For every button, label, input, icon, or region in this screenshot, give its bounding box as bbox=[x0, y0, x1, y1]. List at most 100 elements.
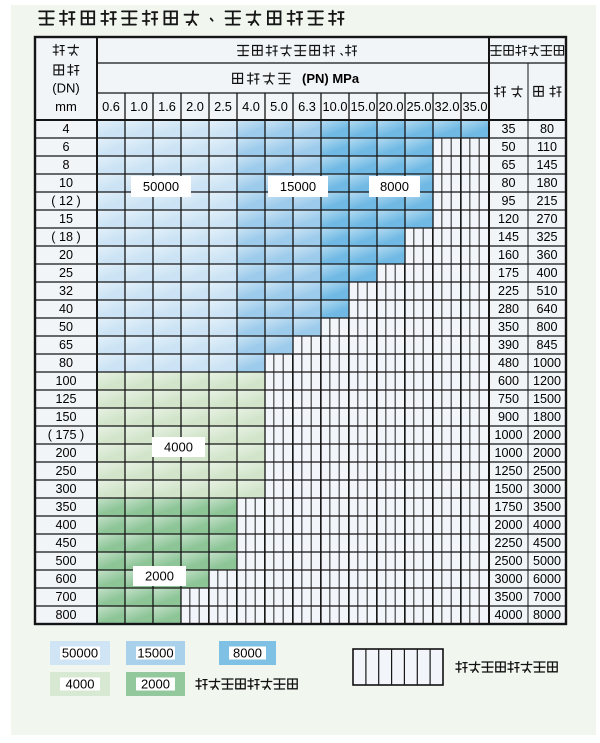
svg-text:400: 400 bbox=[55, 518, 76, 532]
svg-text:15: 15 bbox=[59, 212, 73, 226]
svg-text:145: 145 bbox=[536, 158, 557, 172]
svg-text:65: 65 bbox=[501, 158, 515, 172]
svg-text:3500: 3500 bbox=[533, 500, 561, 514]
svg-text:700: 700 bbox=[55, 590, 76, 604]
svg-text:600: 600 bbox=[55, 572, 76, 586]
svg-text:250: 250 bbox=[55, 464, 76, 478]
svg-text:32.0: 32.0 bbox=[435, 99, 460, 114]
svg-text:50: 50 bbox=[59, 320, 73, 334]
svg-text:2.5: 2.5 bbox=[214, 99, 232, 114]
svg-text:2000: 2000 bbox=[533, 428, 561, 442]
svg-text:2000: 2000 bbox=[141, 677, 170, 692]
svg-text:4000: 4000 bbox=[66, 677, 95, 692]
svg-text:20.0: 20.0 bbox=[379, 99, 404, 114]
svg-text:1800: 1800 bbox=[533, 410, 561, 424]
svg-text:2250: 2250 bbox=[494, 536, 522, 550]
svg-text:100: 100 bbox=[55, 374, 76, 388]
svg-text:4000: 4000 bbox=[533, 518, 561, 532]
svg-text:4000: 4000 bbox=[164, 440, 193, 455]
svg-text:3000: 3000 bbox=[533, 482, 561, 496]
svg-text:25: 25 bbox=[59, 266, 73, 280]
svg-text:200: 200 bbox=[55, 446, 76, 460]
svg-text:(DN): (DN) bbox=[52, 81, 79, 96]
svg-text:500: 500 bbox=[55, 554, 76, 568]
svg-text:7000: 7000 bbox=[533, 590, 561, 604]
svg-text:5000: 5000 bbox=[533, 554, 561, 568]
svg-text:8000: 8000 bbox=[533, 608, 561, 622]
svg-text:2500: 2500 bbox=[533, 464, 561, 478]
svg-text:20: 20 bbox=[59, 248, 73, 262]
svg-text:4000: 4000 bbox=[494, 608, 522, 622]
svg-text:160: 160 bbox=[498, 248, 519, 262]
svg-text:2000: 2000 bbox=[145, 569, 174, 584]
svg-text:225: 225 bbox=[498, 284, 519, 298]
svg-text:280: 280 bbox=[498, 302, 519, 316]
svg-text:35: 35 bbox=[501, 122, 515, 136]
svg-text:6: 6 bbox=[62, 140, 69, 154]
svg-text:1000: 1000 bbox=[494, 446, 522, 460]
svg-text:mm: mm bbox=[55, 99, 77, 114]
svg-text:65: 65 bbox=[59, 338, 73, 352]
svg-text:400: 400 bbox=[536, 266, 557, 280]
svg-text:215: 215 bbox=[536, 194, 557, 208]
svg-text:350: 350 bbox=[498, 320, 519, 334]
svg-text:80: 80 bbox=[540, 122, 554, 136]
svg-text:( 175 ): ( 175 ) bbox=[48, 428, 84, 442]
svg-text:390: 390 bbox=[498, 338, 519, 352]
svg-text:1750: 1750 bbox=[494, 500, 522, 514]
svg-text:1000: 1000 bbox=[494, 428, 522, 442]
svg-text:0.6: 0.6 bbox=[102, 99, 120, 114]
svg-text:510: 510 bbox=[536, 284, 557, 298]
svg-text:50000: 50000 bbox=[143, 179, 179, 194]
svg-text:845: 845 bbox=[536, 338, 557, 352]
svg-text:180: 180 bbox=[536, 176, 557, 190]
svg-text:4.0: 4.0 bbox=[242, 99, 260, 114]
svg-text:6.3: 6.3 bbox=[298, 99, 316, 114]
svg-text:300: 300 bbox=[55, 482, 76, 496]
svg-text:80: 80 bbox=[501, 176, 515, 190]
svg-text:750: 750 bbox=[498, 392, 519, 406]
svg-text:350: 350 bbox=[55, 500, 76, 514]
svg-text:8000: 8000 bbox=[380, 179, 409, 194]
svg-text:50000: 50000 bbox=[62, 646, 98, 661]
svg-text:175: 175 bbox=[498, 266, 519, 280]
svg-text:480: 480 bbox=[498, 356, 519, 370]
svg-text:1250: 1250 bbox=[494, 464, 522, 478]
svg-text:1500: 1500 bbox=[533, 392, 561, 406]
svg-text:125: 125 bbox=[55, 392, 76, 406]
svg-text:5.0: 5.0 bbox=[270, 99, 288, 114]
svg-text:2000: 2000 bbox=[533, 446, 561, 460]
svg-text:1.6: 1.6 bbox=[158, 99, 176, 114]
svg-text:1200: 1200 bbox=[533, 374, 561, 388]
svg-text:15000: 15000 bbox=[137, 646, 173, 661]
svg-text:800: 800 bbox=[536, 320, 557, 334]
svg-text:600: 600 bbox=[498, 374, 519, 388]
svg-text:35.0: 35.0 bbox=[463, 99, 488, 114]
svg-text:640: 640 bbox=[536, 302, 557, 316]
svg-text:15000: 15000 bbox=[280, 179, 316, 194]
svg-text:2000: 2000 bbox=[494, 518, 522, 532]
svg-text:8000: 8000 bbox=[233, 646, 262, 661]
svg-text:800: 800 bbox=[55, 608, 76, 622]
svg-text:(PN) MPa: (PN) MPa bbox=[302, 71, 360, 86]
svg-text:80: 80 bbox=[59, 356, 73, 370]
svg-text:( 18 ): ( 18 ) bbox=[51, 230, 80, 244]
svg-text:4: 4 bbox=[62, 122, 69, 136]
svg-text:450: 450 bbox=[55, 536, 76, 550]
svg-text:10.0: 10.0 bbox=[323, 99, 348, 114]
svg-text:120: 120 bbox=[498, 212, 519, 226]
svg-text:4500: 4500 bbox=[533, 536, 561, 550]
svg-text:2500: 2500 bbox=[494, 554, 522, 568]
svg-text:95: 95 bbox=[501, 194, 515, 208]
svg-text:40: 40 bbox=[59, 302, 73, 316]
svg-text:50: 50 bbox=[501, 140, 515, 154]
svg-text:15.0: 15.0 bbox=[351, 99, 376, 114]
svg-text:145: 145 bbox=[498, 230, 519, 244]
svg-text:32: 32 bbox=[59, 284, 73, 298]
svg-text:325: 325 bbox=[536, 230, 557, 244]
svg-text:270: 270 bbox=[536, 212, 557, 226]
svg-text:10: 10 bbox=[59, 176, 73, 190]
svg-text:1000: 1000 bbox=[533, 356, 561, 370]
svg-text:1.0: 1.0 bbox=[130, 99, 148, 114]
svg-text:360: 360 bbox=[536, 248, 557, 262]
